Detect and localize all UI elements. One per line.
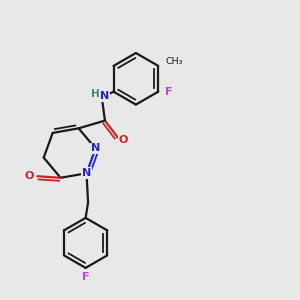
Text: N: N bbox=[91, 143, 101, 154]
Text: O: O bbox=[119, 135, 128, 145]
Text: F: F bbox=[165, 87, 173, 97]
Text: F: F bbox=[82, 272, 89, 282]
Text: O: O bbox=[25, 171, 34, 181]
Text: H: H bbox=[91, 89, 99, 99]
Text: N: N bbox=[100, 92, 109, 101]
Text: N: N bbox=[82, 168, 91, 178]
Text: CH₃: CH₃ bbox=[166, 57, 183, 66]
